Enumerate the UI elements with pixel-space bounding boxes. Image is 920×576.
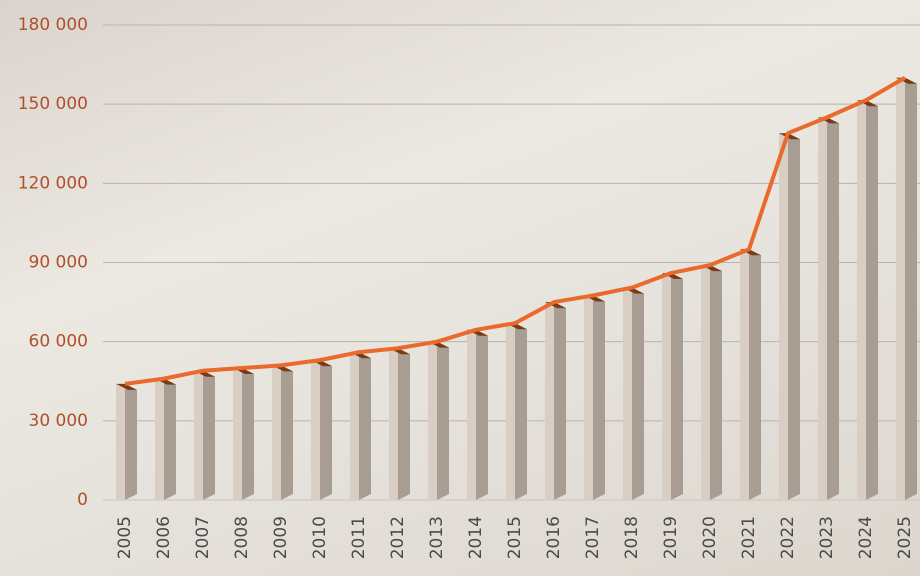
bar-side (320, 360, 332, 500)
bar (896, 77, 905, 501)
bar (233, 368, 242, 500)
bar (272, 365, 281, 500)
x-tick-label: 2008 (232, 516, 252, 559)
x-tick-label: 2019 (661, 516, 681, 559)
line (124, 76, 906, 386)
bar-side (359, 352, 371, 500)
bar-side (749, 249, 761, 500)
x-tick-label: 2016 (544, 516, 564, 559)
bar (545, 302, 554, 500)
bar-side (710, 265, 722, 500)
bar-side (242, 368, 254, 500)
bar-side (905, 77, 917, 501)
bar-side (788, 133, 800, 500)
x-tick-label: 2024 (856, 516, 876, 559)
y-tick-label: 90 000 (29, 253, 88, 273)
x-tick-label: 2005 (115, 516, 135, 559)
bar (311, 360, 320, 500)
bar (584, 295, 593, 500)
bar (779, 133, 788, 500)
bar-shadow (779, 133, 800, 140)
x-tick-label: 2020 (700, 516, 720, 559)
x-tick-label: 2010 (310, 516, 330, 559)
y-tick-label: 60 000 (29, 332, 88, 352)
bar (428, 341, 437, 500)
x-tick-label: 2006 (154, 516, 174, 559)
bar (194, 370, 203, 500)
bar-side (515, 323, 527, 500)
y-tick-label: 0 (77, 490, 88, 510)
bar-side (281, 365, 293, 500)
bar-side (125, 383, 137, 500)
bar-side (632, 287, 644, 500)
bar-side (203, 370, 215, 500)
x-tick-label: 2017 (583, 516, 603, 559)
x-tick-label: 2025 (895, 516, 915, 559)
x-tick-label: 2018 (622, 516, 642, 559)
bar-shadow (116, 383, 137, 390)
y-tick-label: 120 000 (18, 173, 88, 193)
bar (818, 117, 827, 500)
x-tick-label: 2021 (739, 516, 759, 559)
bar-side (398, 348, 410, 500)
x-tick-label: 2022 (778, 516, 798, 559)
x-tick-label: 2012 (388, 516, 408, 559)
y-tick-label: 30 000 (29, 411, 88, 431)
x-tick-label: 2011 (349, 516, 369, 559)
bar-side (827, 117, 839, 500)
x-tick-label: 2013 (427, 516, 447, 559)
bar (740, 249, 749, 500)
bar-side (437, 341, 449, 500)
x-tick-label: 2007 (193, 516, 213, 559)
bar (857, 100, 866, 500)
x-tick-label: 2009 (271, 516, 291, 559)
bar (467, 329, 476, 500)
y-tick-label: 150 000 (18, 94, 88, 114)
bar-side (554, 302, 566, 500)
bar-side (593, 295, 605, 500)
bar (662, 273, 671, 500)
bar (116, 383, 125, 500)
bar (506, 323, 515, 500)
bar-side (476, 329, 488, 500)
x-tick-label: 2015 (505, 516, 525, 559)
bar-side (671, 273, 683, 500)
x-tick-label: 2014 (466, 516, 486, 559)
bar (350, 352, 359, 500)
y-tick-label: 180 000 (18, 15, 88, 35)
bar-side (164, 378, 176, 500)
bar (623, 287, 632, 500)
bar (155, 378, 164, 500)
x-tick-label: 2023 (817, 516, 837, 559)
bar (701, 265, 710, 500)
bar (389, 348, 398, 500)
bar-side (866, 100, 878, 500)
